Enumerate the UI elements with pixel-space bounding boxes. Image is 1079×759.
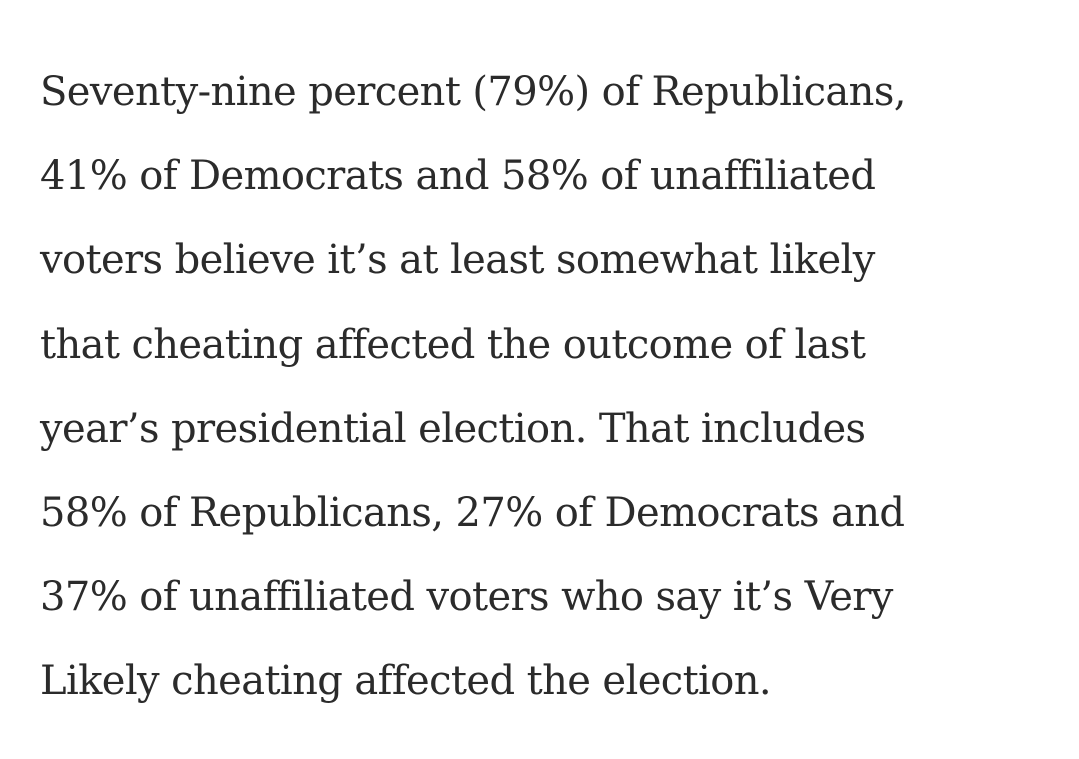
paragraph-line: Seventy-nine percent (79%) of Republican… [40,69,906,115]
article-paragraph: Seventy-nine percent (79%) of Republican… [40,50,1050,724]
paragraph-line: that cheating affected the outcome of la… [40,321,866,368]
paragraph-line: year’s presidential election. That inclu… [40,405,866,452]
paragraph-line: 37% of unaffiliated voters who say it’s … [40,574,893,621]
paragraph-line: 41% of Democrats and 58% of unaffiliated [40,153,876,200]
paragraph-line: 58% of Republicans, 27% of Democrats and [40,490,905,537]
paragraph-line: voters believe it’s at least somewhat li… [40,237,875,284]
paragraph-line: Likely cheating affected the election. [40,658,772,705]
